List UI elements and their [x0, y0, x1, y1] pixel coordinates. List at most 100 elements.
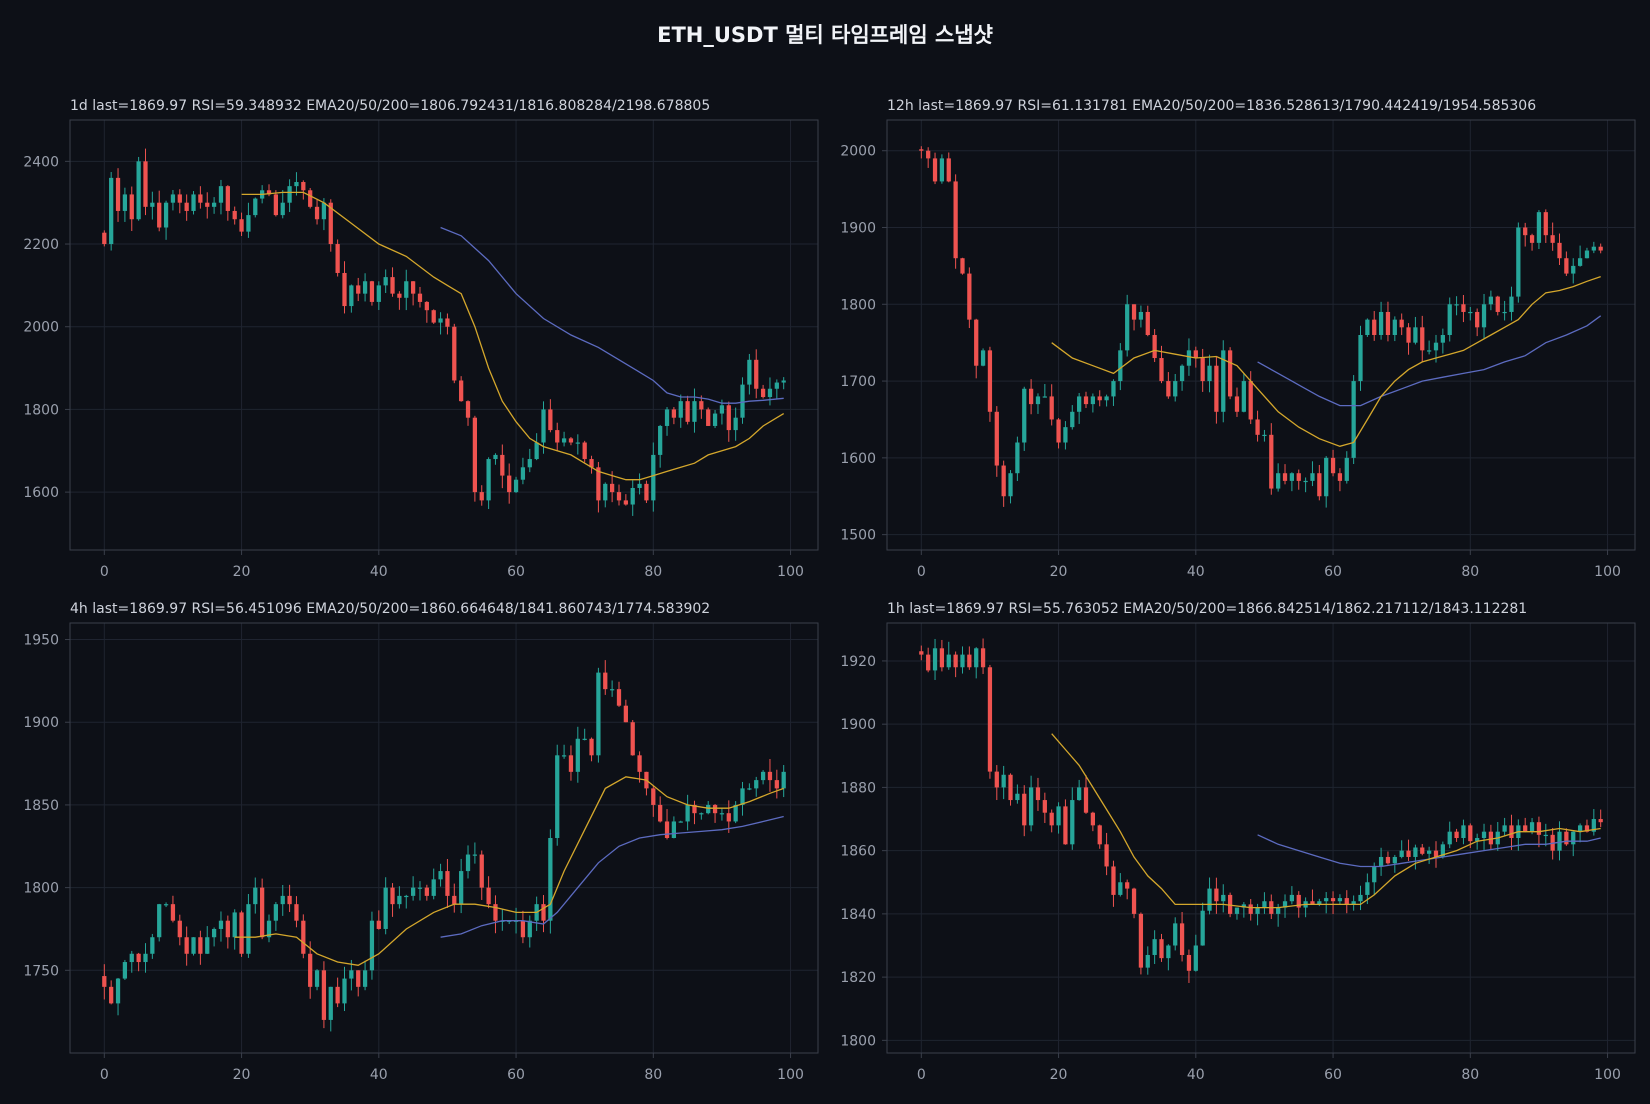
candle-body — [1296, 473, 1301, 481]
candle-body — [974, 319, 979, 366]
candle-body — [1502, 311, 1507, 314]
candle-body — [362, 970, 368, 987]
candle-body — [376, 285, 381, 302]
panel-header: 1h last=1869.97 RSI=55.763052 EMA20/50/2… — [887, 601, 1527, 617]
candle-body — [397, 293, 402, 298]
candle-body — [767, 388, 773, 398]
y-tick-label: 1600 — [840, 451, 876, 467]
candle-body — [630, 722, 635, 756]
candle-body — [589, 738, 594, 756]
candle-body — [1179, 365, 1185, 382]
candle-body — [198, 194, 203, 203]
candle-body — [1008, 473, 1013, 497]
candle-body — [1399, 319, 1404, 328]
candle-body — [452, 326, 457, 381]
candle-body — [960, 654, 965, 668]
candle-body — [1509, 296, 1514, 312]
x-tick-label: 60 — [507, 1067, 525, 1083]
candle-body — [1351, 901, 1356, 905]
candle-body — [191, 194, 196, 211]
candle-body — [1488, 831, 1494, 845]
candle-body — [280, 895, 285, 905]
y-tick-label: 1800 — [840, 297, 876, 313]
candle-body — [541, 409, 546, 443]
candle-body — [1303, 480, 1308, 483]
page-title: ETH_USDT 멀티 타임프레임 스냅샷 — [657, 23, 993, 47]
candle-body — [1111, 866, 1116, 895]
candle-body — [1056, 419, 1061, 443]
candle-body — [266, 920, 272, 938]
candle-body — [1207, 888, 1212, 911]
candle-body — [1358, 335, 1363, 382]
candle-body — [218, 186, 224, 203]
y-tick-label: 2000 — [23, 320, 59, 336]
candle-body — [1564, 258, 1569, 274]
candle-body — [754, 359, 759, 389]
candle-body — [1529, 235, 1535, 243]
candle-body — [513, 479, 519, 493]
candle-body — [404, 281, 409, 298]
candle-body — [1440, 335, 1445, 343]
candle-body — [1200, 358, 1205, 382]
candle-body — [1516, 227, 1521, 297]
candle-body — [1523, 227, 1528, 236]
candle-body — [534, 442, 539, 460]
candle-body — [362, 281, 368, 294]
candle-body — [1358, 894, 1363, 902]
candle-body — [1337, 898, 1343, 902]
candle-body — [465, 401, 471, 418]
candle-body — [1111, 381, 1116, 397]
candle-body — [1008, 774, 1013, 801]
candle-body — [1200, 910, 1205, 946]
candle-body — [719, 813, 725, 815]
candle-body — [1385, 856, 1391, 864]
candle-body — [177, 920, 182, 938]
panel-header: 4h last=1869.97 RSI=56.451096 EMA20/50/2… — [70, 601, 710, 617]
candle-body — [754, 780, 759, 789]
candle-body — [939, 158, 945, 182]
ema20-line — [1051, 733, 1601, 909]
candle-body — [479, 854, 484, 888]
x-tick-label: 100 — [777, 564, 804, 580]
candle-body — [1125, 882, 1130, 889]
candle-body — [417, 293, 423, 302]
candle-body — [239, 912, 244, 954]
candle-body — [1447, 831, 1452, 845]
candle-body — [926, 150, 931, 159]
candle-body — [438, 318, 443, 323]
candle-body — [664, 409, 670, 426]
candle-body — [1104, 396, 1109, 401]
candle-body — [431, 310, 436, 323]
candle-body — [424, 887, 429, 896]
candle-body — [1173, 381, 1178, 397]
y-tick-label: 1600 — [23, 485, 59, 501]
candle-body — [740, 384, 745, 418]
candle-body — [658, 425, 663, 455]
candle-body — [719, 405, 725, 414]
candle-body — [1083, 396, 1089, 405]
candle-body — [342, 978, 347, 1004]
candle-body — [122, 194, 128, 211]
x-tick-label: 80 — [644, 1067, 662, 1083]
y-tick-label: 1900 — [23, 715, 59, 731]
candle-body — [596, 467, 601, 501]
candle-body — [150, 937, 155, 954]
candle-body — [706, 409, 711, 426]
candle-body — [1179, 923, 1185, 955]
candle-body — [623, 705, 628, 723]
candle-body — [1385, 311, 1391, 335]
candle-body — [932, 158, 938, 182]
candle-body — [314, 970, 320, 987]
candle-body — [1255, 419, 1260, 435]
candle-body — [623, 500, 628, 505]
y-tick-label: 2000 — [840, 144, 876, 160]
candle-body — [1344, 898, 1349, 905]
candle-body — [1022, 793, 1027, 826]
candle-body — [967, 654, 972, 668]
candle-body — [335, 986, 340, 1004]
candle-body — [568, 755, 574, 772]
candle-body — [410, 887, 416, 896]
candle-body — [1475, 311, 1480, 328]
candle-body — [699, 813, 704, 815]
candle-body — [1255, 907, 1260, 914]
